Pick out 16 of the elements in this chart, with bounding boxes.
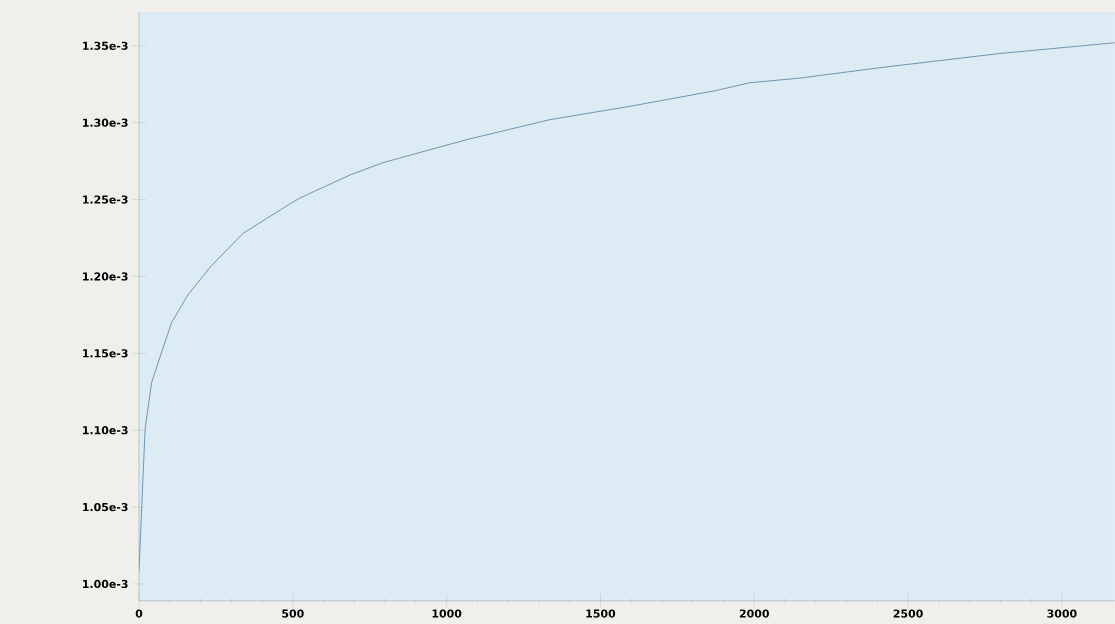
y-tick-label: 1.15e-3 bbox=[83, 349, 128, 358]
x-tick-label: 0 bbox=[135, 609, 143, 618]
y-tick-label: 1.20e-3 bbox=[83, 272, 128, 281]
x-tick-label: 3000 bbox=[1047, 609, 1077, 618]
y-tick-label: 1.25e-3 bbox=[83, 195, 128, 204]
x-tick-label: 500 bbox=[282, 609, 304, 618]
y-tick-label: 1.10e-3 bbox=[83, 426, 128, 435]
x-tick-label: 1500 bbox=[586, 609, 616, 618]
y-tick-label: 1.30e-3 bbox=[83, 118, 128, 127]
y-tick-label: 1.00e-3 bbox=[83, 579, 128, 589]
y-tick-label: 1.05e-3 bbox=[83, 503, 128, 512]
y-tick-label: 1.35e-3 bbox=[83, 41, 128, 51]
x-tick-label: 1000 bbox=[432, 609, 462, 618]
x-tick-label: 2500 bbox=[893, 609, 923, 618]
line-series bbox=[138, 42, 1115, 573]
x-tick-label: 2000 bbox=[739, 609, 769, 618]
